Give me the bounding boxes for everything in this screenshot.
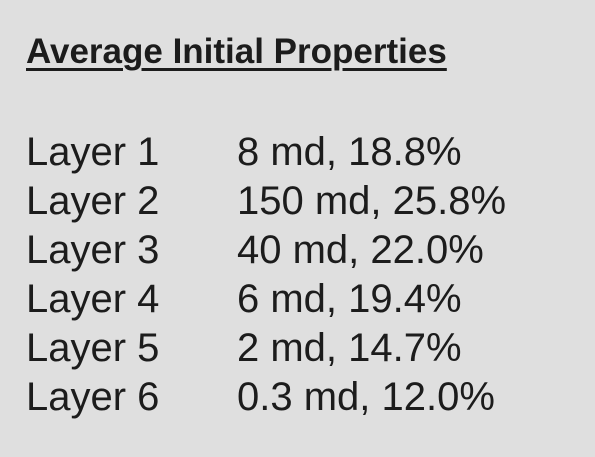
- layer-list: Layer 1 8 md, 18.8% Layer 2 150 md, 25.8…: [26, 128, 566, 422]
- layer-row-6: Layer 6 0.3 md, 12.0%: [26, 373, 566, 422]
- layer-value: 6 md, 19.4%: [237, 277, 462, 321]
- layer-label: Layer 3: [26, 228, 160, 272]
- layer-row-3: Layer 3 40 md, 22.0%: [26, 226, 566, 275]
- layer-label: Layer 5: [26, 326, 160, 370]
- layer-value: 0.3 md, 12.0%: [237, 375, 495, 419]
- layer-label: Layer 4: [26, 277, 160, 321]
- layer-value: 150 md, 25.8%: [237, 179, 507, 223]
- panel-title: Average Initial Properties: [26, 32, 447, 71]
- layer-label: Layer 6: [26, 375, 160, 419]
- layer-row-4: Layer 4 6 md, 19.4%: [26, 275, 566, 324]
- layer-label: Layer 2: [26, 179, 160, 223]
- layer-value: 8 md, 18.8%: [237, 130, 462, 174]
- layer-label: Layer 1: [26, 130, 160, 174]
- layer-row-5: Layer 5 2 md, 14.7%: [26, 324, 566, 373]
- layer-value: 2 md, 14.7%: [237, 326, 462, 370]
- layer-row-1: Layer 1 8 md, 18.8%: [26, 128, 566, 177]
- layer-value: 40 md, 22.0%: [237, 228, 484, 272]
- layer-row-2: Layer 2 150 md, 25.8%: [26, 177, 566, 226]
